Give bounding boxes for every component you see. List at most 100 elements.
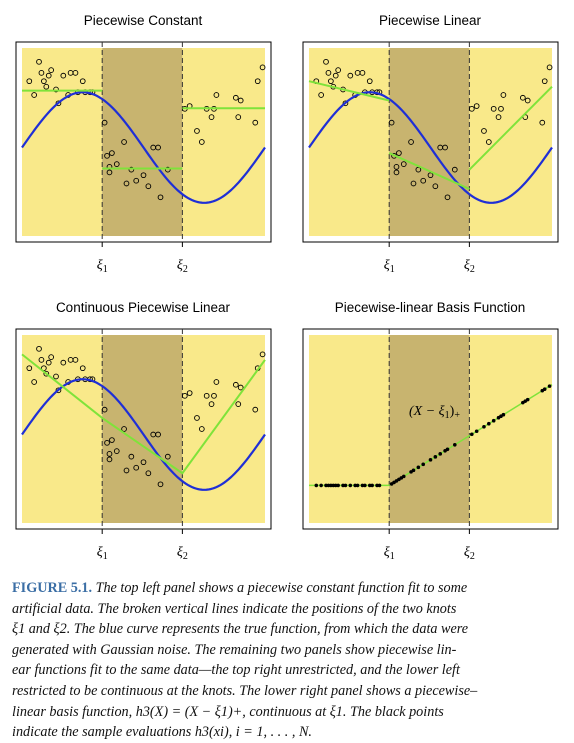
data-point bbox=[145, 183, 152, 190]
data-point bbox=[41, 78, 47, 85]
chart-panel: Piecewise-linear Basis Function ξ1 ξ2 (X − … bbox=[302, 300, 559, 562]
data-point bbox=[106, 169, 113, 176]
data-point bbox=[451, 166, 458, 173]
data-point bbox=[164, 166, 171, 173]
data-point bbox=[485, 139, 492, 145]
data-point bbox=[26, 365, 33, 372]
data-point bbox=[72, 357, 79, 363]
knot-label: ξ1 bbox=[384, 258, 395, 275]
true-function-curve bbox=[21, 91, 266, 204]
data-point bbox=[121, 139, 127, 145]
data-point bbox=[415, 166, 422, 173]
data-point bbox=[473, 103, 480, 109]
data-point bbox=[121, 426, 127, 432]
data-point bbox=[186, 390, 193, 396]
sample-point bbox=[491, 418, 496, 423]
chart-panel: Piecewise Constant ξ1 ξ2 bbox=[15, 13, 272, 275]
data-point bbox=[498, 105, 504, 112]
caption-text: The top left panel shows a piecewise con… bbox=[95, 580, 468, 596]
chart-title: Piecewise Constant bbox=[84, 13, 203, 28]
sample-point bbox=[355, 483, 360, 488]
data-point bbox=[252, 119, 259, 126]
data-point bbox=[123, 467, 130, 474]
data-point bbox=[500, 92, 507, 98]
caption-line: linear basis function, h3(X) = (X − ξ1)+… bbox=[12, 703, 444, 720]
data-point bbox=[393, 169, 400, 176]
data-point bbox=[113, 161, 120, 167]
region-right bbox=[182, 48, 265, 236]
knot-label: ξ1 bbox=[97, 545, 108, 562]
data-point bbox=[53, 86, 59, 93]
sample-point bbox=[377, 483, 382, 488]
data-point bbox=[155, 144, 161, 151]
data-point bbox=[318, 92, 325, 98]
data-point bbox=[55, 387, 62, 394]
fit-line bbox=[21, 353, 266, 475]
data-point bbox=[252, 406, 259, 413]
sample-point bbox=[501, 412, 506, 417]
data-point bbox=[157, 481, 164, 488]
figure-caption: FIGURE 5.1. The top left panel shows a p… bbox=[12, 578, 564, 743]
region-middle bbox=[102, 48, 183, 236]
data-point bbox=[113, 448, 120, 454]
data-point bbox=[541, 78, 548, 85]
data-point bbox=[198, 139, 205, 145]
region-left bbox=[22, 48, 103, 236]
data-point bbox=[43, 83, 50, 90]
data-point bbox=[237, 384, 244, 391]
sample-point bbox=[363, 483, 367, 488]
data-point bbox=[366, 78, 373, 85]
data-point bbox=[133, 464, 140, 471]
region-left bbox=[309, 335, 390, 523]
data-point bbox=[388, 119, 395, 126]
data-point bbox=[468, 105, 475, 112]
sample-point bbox=[319, 483, 323, 488]
data-point bbox=[43, 370, 50, 377]
data-point bbox=[101, 406, 108, 413]
data-point bbox=[55, 100, 62, 107]
true-function-curve bbox=[308, 91, 553, 204]
data-point bbox=[481, 128, 487, 134]
data-point bbox=[259, 64, 266, 71]
fit-segment bbox=[308, 80, 390, 102]
caption-line: artificial data. The broken vertical lin… bbox=[12, 600, 457, 617]
data-point bbox=[232, 94, 239, 101]
data-point bbox=[157, 194, 164, 201]
sample-point bbox=[525, 397, 530, 402]
data-point bbox=[237, 97, 244, 104]
data-point bbox=[123, 180, 130, 187]
data-point bbox=[211, 392, 217, 399]
caption-line: restricted to be continuous at the knots… bbox=[12, 682, 478, 699]
data-point bbox=[101, 119, 108, 126]
data-point bbox=[48, 67, 55, 73]
data-point bbox=[519, 94, 526, 101]
caption-label: FIGURE 5.1. bbox=[12, 580, 93, 596]
region-left bbox=[309, 48, 390, 236]
knot-label: ξ2 bbox=[177, 545, 188, 562]
data-point bbox=[213, 92, 220, 98]
data-point bbox=[393, 164, 400, 170]
data-point bbox=[140, 172, 147, 179]
data-point bbox=[495, 114, 502, 120]
data-point bbox=[36, 345, 42, 352]
data-point bbox=[235, 114, 242, 120]
data-point bbox=[181, 392, 188, 399]
data-point bbox=[408, 139, 414, 145]
data-point bbox=[194, 415, 200, 421]
data-point bbox=[31, 92, 38, 98]
data-point bbox=[53, 373, 59, 380]
data-point bbox=[38, 357, 45, 363]
data-point bbox=[347, 72, 354, 79]
sample-point bbox=[336, 483, 340, 488]
data-point bbox=[155, 431, 161, 438]
data-point bbox=[208, 401, 215, 407]
data-point bbox=[203, 392, 210, 399]
caption-line: ear functions fit to the same data—the t… bbox=[12, 662, 460, 679]
data-point bbox=[490, 105, 497, 112]
data-point bbox=[427, 172, 434, 179]
data-point bbox=[36, 58, 42, 65]
plot-frame bbox=[15, 41, 272, 243]
chart-panel: Piecewise Linear ξ1 ξ2 bbox=[302, 13, 559, 275]
sample-point bbox=[542, 387, 547, 391]
data-point bbox=[45, 72, 52, 79]
